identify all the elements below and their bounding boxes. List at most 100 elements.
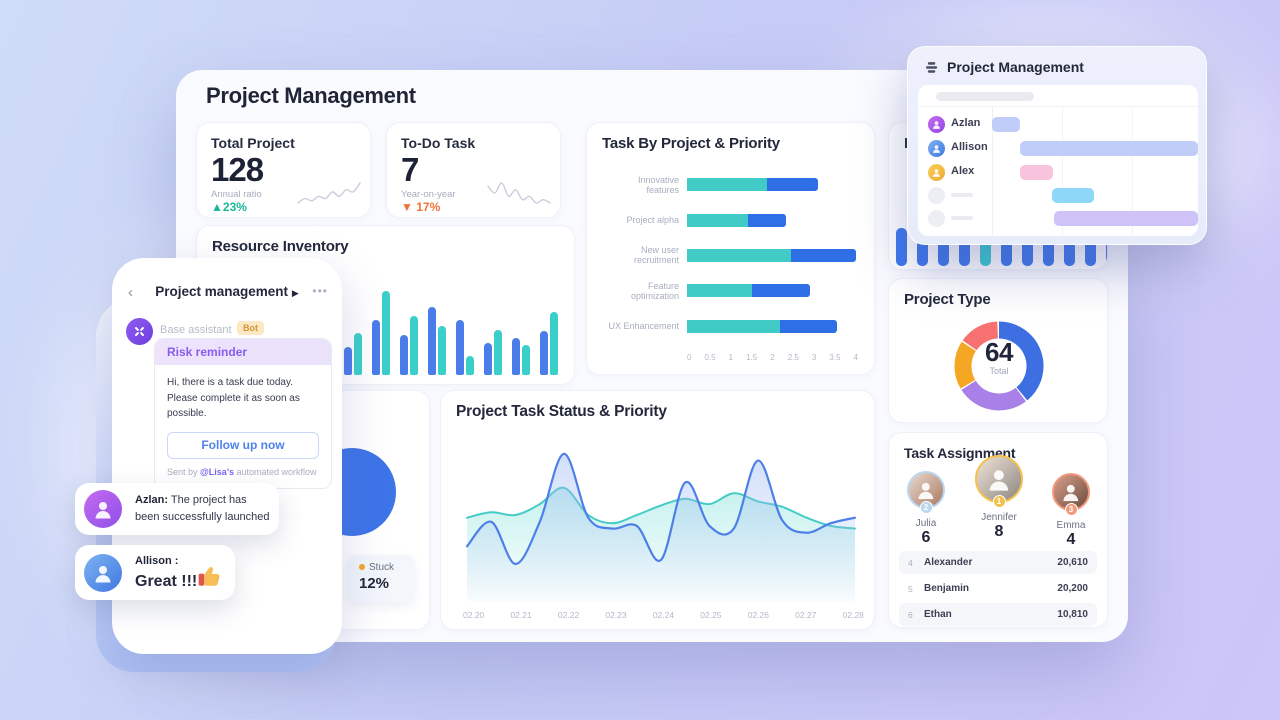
bar-segment	[687, 284, 753, 298]
category-label: Project alpha	[626, 215, 679, 226]
back-button[interactable]: ‹	[128, 284, 133, 301]
axis-tick: 3	[811, 353, 817, 362]
skeleton-text	[951, 216, 973, 220]
chart-row: Innovative features	[603, 175, 856, 195]
avatar	[928, 115, 945, 133]
list-item: 4 Alexander 20,610	[899, 551, 1097, 574]
message-text: Allison : Great !!!	[135, 555, 198, 590]
sparkline-chart	[297, 182, 361, 204]
legend-dot-icon	[359, 564, 365, 570]
workflow-footnote: Sent by @Lisa's automated workflow	[167, 466, 317, 477]
assignee-name: Emma	[1056, 520, 1086, 531]
avatar	[84, 490, 122, 528]
card-title: Task By Project & Priority	[602, 135, 780, 152]
card-title: Project Task Status & Priority	[456, 403, 667, 420]
bar	[540, 331, 548, 375]
gantt-bar	[1020, 164, 1053, 180]
assignee-task-count: 8	[994, 523, 1004, 540]
gantt-bar	[992, 116, 1020, 132]
grid-line	[1062, 106, 1063, 236]
bar	[437, 326, 446, 375]
stacked-bar-chart: Innovative features Project alpha New user…	[603, 167, 856, 344]
bar	[1043, 240, 1054, 266]
bar-segment	[790, 248, 856, 262]
assignee-name: Alexander	[924, 557, 973, 568]
avatar	[928, 139, 945, 157]
axis-tick: 02.24	[652, 610, 675, 620]
person-icon	[933, 120, 940, 129]
stat-card-todo-task: To-Do Task 7 Year-on-year ▼ 17%	[386, 122, 561, 218]
person-icon	[95, 566, 111, 583]
legend-value: 12%	[359, 575, 390, 592]
axis-tick: 2.5	[787, 353, 799, 362]
task-by-project-card: Task By Project & Priority Innovative fe…	[586, 122, 875, 375]
donut-chart	[954, 321, 1044, 411]
gantt-icon	[925, 61, 938, 73]
avatar	[928, 163, 945, 181]
chevron-right-icon: ▶	[291, 288, 299, 298]
person-icon	[989, 470, 1009, 491]
category-label: UX Enhancement	[608, 321, 679, 332]
card-title: Resource Inventory	[212, 238, 349, 255]
rank-number: 4	[908, 557, 913, 568]
assignee-value: 20,610	[1057, 557, 1088, 568]
chart-row: Project alpha	[603, 213, 856, 227]
bar-segment	[767, 178, 818, 192]
donut-center-label: 64 Total	[985, 337, 1013, 376]
x-axis-labels: 02.20 02.21 02.22 02.23 02.24 02.25 02.26 02.27…	[463, 610, 864, 620]
axis-tick: 2	[770, 353, 775, 362]
stat-sublabel: Annual ratio	[211, 189, 262, 200]
bar	[1022, 240, 1033, 266]
stat-delta: ▼ 17%	[401, 200, 441, 214]
person-icon	[918, 483, 934, 500]
axis-tick: 02.28	[842, 610, 864, 620]
panel-header: Project Management	[925, 59, 1084, 75]
bar-track	[687, 284, 856, 298]
assignee-name: Benjamin	[924, 583, 970, 594]
rank-number: 5	[908, 583, 913, 594]
skeleton-avatar	[928, 186, 945, 204]
rank-badge: 1	[992, 495, 1006, 508]
skeleton-bar	[936, 92, 1034, 101]
mention-link[interactable]: @Lisa's	[200, 466, 234, 477]
risk-reminder-card: Risk reminder Hi, there is a task due to…	[154, 338, 332, 489]
message-text: Azlan: The project has been successfully…	[135, 494, 270, 523]
avatar	[84, 554, 122, 592]
divider	[918, 106, 1198, 107]
axis-tick: 02.26	[747, 610, 769, 620]
stat-value: 7	[401, 151, 419, 188]
panel-title: Project Management	[947, 59, 1084, 75]
chart-row: New user recruitment	[603, 245, 856, 265]
follow-up-button[interactable]: Follow up now	[167, 431, 319, 459]
person-icon	[1063, 485, 1079, 502]
bar-segment	[687, 319, 780, 333]
more-menu-button[interactable]: •••	[312, 284, 328, 298]
area-chart	[465, 452, 857, 601]
bar	[959, 240, 970, 266]
bot-badge: Bot	[237, 321, 264, 335]
bar-segment	[748, 213, 787, 227]
chat-message-bubble: Allison : Great !!!	[75, 545, 235, 600]
chat-title[interactable]: Project management ▶	[155, 284, 299, 299]
gantt-row-name: Azlan	[951, 117, 981, 129]
axis-tick: 4	[853, 353, 858, 362]
stat-label: Total Project	[211, 135, 295, 151]
axis-tick: 1.5	[746, 353, 758, 362]
skeleton-avatar	[928, 209, 945, 227]
bar	[400, 335, 408, 375]
x-axis-labels: 0 0.5 1 1.5 2 2.5 3 3.5 4	[687, 353, 858, 362]
thumbs-up-icon	[198, 567, 220, 586]
bar-track	[687, 178, 856, 192]
gantt-row-name: Allison	[951, 141, 988, 153]
bar	[896, 228, 907, 266]
project-type-card: Project Type 64 Total	[888, 278, 1108, 423]
bar-segment	[687, 178, 768, 192]
gantt-bar	[1020, 140, 1198, 156]
stuck-legend-chip: Stuck 12%	[347, 555, 415, 603]
bar	[1106, 241, 1107, 266]
arrow-up-icon: ▲	[211, 200, 223, 214]
bar-track	[687, 213, 856, 227]
axis-tick: 3.5	[829, 353, 841, 362]
bar	[549, 312, 558, 375]
floating-gantt-panel: Project Management Azlan Allison Alex	[907, 46, 1207, 245]
